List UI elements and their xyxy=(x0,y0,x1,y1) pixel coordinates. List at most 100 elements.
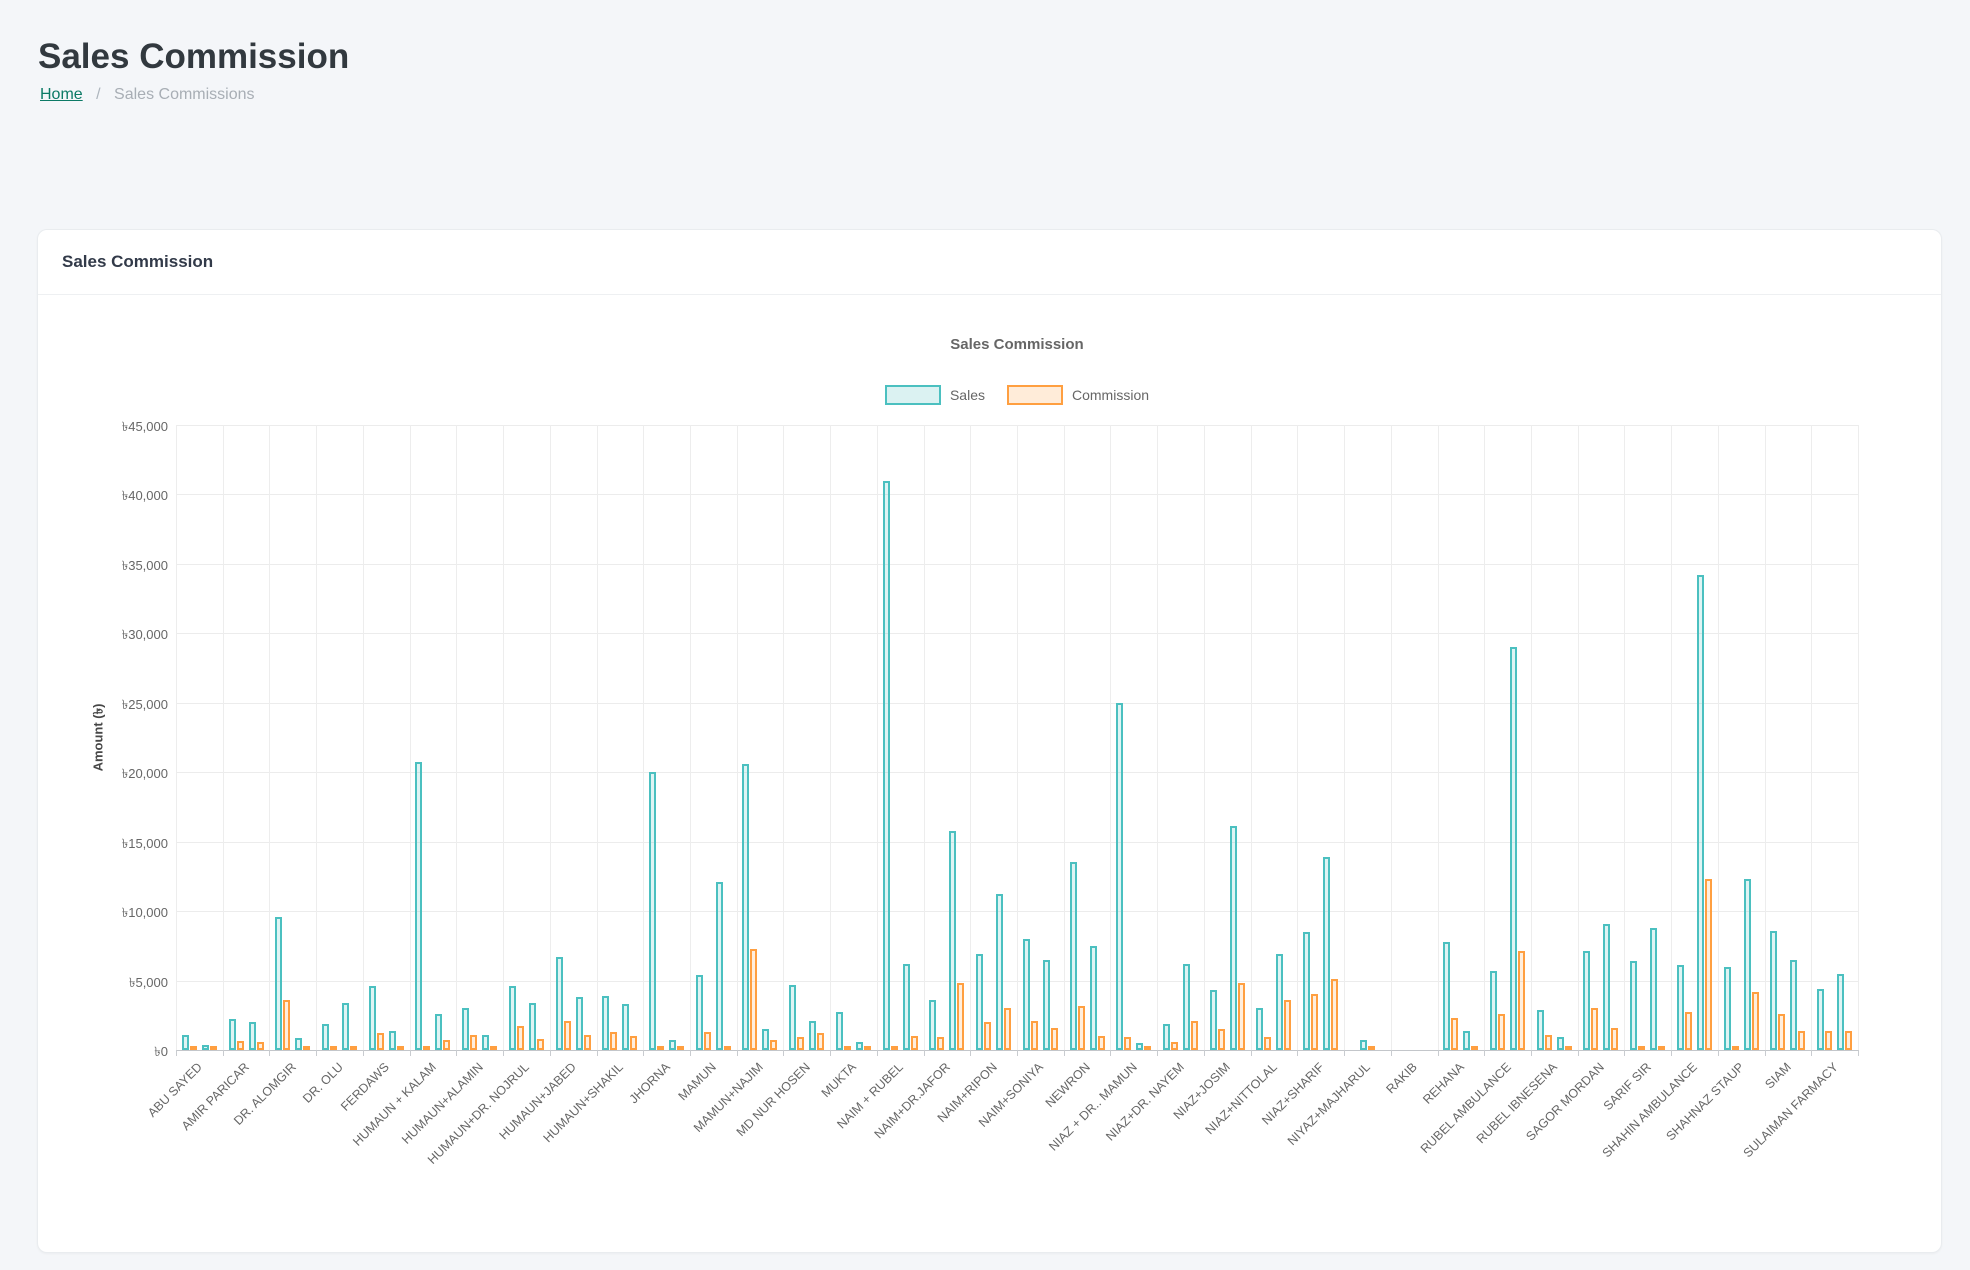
bar-sales[interactable] xyxy=(462,1008,469,1050)
bar-commission[interactable] xyxy=(537,1039,544,1050)
bar-sales[interactable] xyxy=(1276,954,1283,1050)
bar-sales[interactable] xyxy=(1210,990,1217,1050)
bar-commission[interactable] xyxy=(677,1046,684,1050)
legend-item-sales[interactable]: Sales xyxy=(885,385,985,405)
bar-commission[interactable] xyxy=(750,949,757,1050)
bar-commission[interactable] xyxy=(1798,1031,1805,1050)
bar-sales[interactable] xyxy=(649,772,656,1050)
bar-commission[interactable] xyxy=(864,1046,871,1050)
bar-sales[interactable] xyxy=(1837,974,1844,1050)
bar-commission[interactable] xyxy=(564,1021,571,1050)
bar-commission[interactable] xyxy=(330,1046,337,1050)
bar-commission[interactable] xyxy=(423,1046,430,1050)
bar-commission[interactable] xyxy=(817,1033,824,1050)
bar-sales[interactable] xyxy=(809,1021,816,1050)
bar-commission[interactable] xyxy=(770,1040,777,1050)
bar-sales[interactable] xyxy=(789,985,796,1050)
bar-sales[interactable] xyxy=(1630,961,1637,1050)
bar-commission[interactable] xyxy=(937,1037,944,1050)
bar-commission[interactable] xyxy=(257,1042,264,1050)
bar-sales[interactable] xyxy=(1023,939,1030,1050)
bar-sales[interactable] xyxy=(342,1003,349,1050)
bar-sales[interactable] xyxy=(1603,924,1610,1050)
bar-commission[interactable] xyxy=(1191,1021,1198,1050)
bar-commission[interactable] xyxy=(704,1032,711,1050)
bar-commission[interactable] xyxy=(517,1026,524,1050)
bar-commission[interactable] xyxy=(1311,994,1318,1050)
bar-sales[interactable] xyxy=(1744,879,1751,1050)
bar-sales[interactable] xyxy=(229,1019,236,1050)
bar-commission[interactable] xyxy=(1144,1046,1151,1050)
bar-sales[interactable] xyxy=(949,831,956,1050)
bar-sales[interactable] xyxy=(556,957,563,1050)
bar-commission[interactable] xyxy=(630,1036,637,1050)
bar-commission[interactable] xyxy=(957,983,964,1050)
bar-commission[interactable] xyxy=(1752,992,1759,1050)
bar-commission[interactable] xyxy=(891,1046,898,1050)
bar-sales[interactable] xyxy=(976,954,983,1050)
bar-sales[interactable] xyxy=(389,1031,396,1050)
bar-commission[interactable] xyxy=(397,1046,404,1050)
bar-sales[interactable] xyxy=(182,1035,189,1050)
bar-commission[interactable] xyxy=(1124,1037,1131,1050)
bar-sales[interactable] xyxy=(742,764,749,1050)
bar-sales[interactable] xyxy=(669,1040,676,1050)
bar-sales[interactable] xyxy=(1043,960,1050,1050)
bar-sales[interactable] xyxy=(275,917,282,1050)
bar-sales[interactable] xyxy=(576,997,583,1050)
bar-sales[interactable] xyxy=(1770,931,1777,1050)
bar-sales[interactable] xyxy=(622,1004,629,1050)
bar-sales[interactable] xyxy=(322,1024,329,1050)
bar-sales[interactable] xyxy=(1490,971,1497,1050)
bar-commission[interactable] xyxy=(1611,1028,1618,1050)
bar-commission[interactable] xyxy=(1031,1021,1038,1050)
bar-commission[interactable] xyxy=(984,1022,991,1050)
bar-commission[interactable] xyxy=(1498,1014,1505,1050)
bar-commission[interactable] xyxy=(1238,983,1245,1050)
bar-sales[interactable] xyxy=(716,882,723,1050)
bar-sales[interactable] xyxy=(509,986,516,1050)
bar-sales[interactable] xyxy=(482,1035,489,1050)
bar-sales[interactable] xyxy=(369,986,376,1050)
bar-sales[interactable] xyxy=(996,894,1003,1050)
bar-commission[interactable] xyxy=(443,1040,450,1050)
bar-commission[interactable] xyxy=(1565,1046,1572,1050)
bar-commission[interactable] xyxy=(724,1046,731,1050)
bar-sales[interactable] xyxy=(1136,1043,1143,1050)
bar-commission[interactable] xyxy=(911,1036,918,1050)
bar-sales[interactable] xyxy=(529,1003,536,1050)
bar-sales[interactable] xyxy=(1230,826,1237,1050)
bar-commission[interactable] xyxy=(350,1046,357,1050)
bar-commission[interactable] xyxy=(303,1046,310,1050)
bar-commission[interactable] xyxy=(490,1046,497,1050)
bar-commission[interactable] xyxy=(1638,1046,1645,1050)
bar-sales[interactable] xyxy=(249,1022,256,1050)
bar-commission[interactable] xyxy=(1451,1018,1458,1050)
bar-sales[interactable] xyxy=(903,964,910,1050)
bar-commission[interactable] xyxy=(1471,1046,1478,1050)
bar-sales[interactable] xyxy=(1677,965,1684,1050)
bar-sales[interactable] xyxy=(1323,857,1330,1050)
bar-commission[interactable] xyxy=(1845,1031,1852,1050)
bar-sales[interactable] xyxy=(929,1000,936,1050)
bar-sales[interactable] xyxy=(1463,1031,1470,1050)
bar-sales[interactable] xyxy=(1163,1024,1170,1050)
bar-commission[interactable] xyxy=(283,1000,290,1050)
bar-commission[interactable] xyxy=(1051,1028,1058,1050)
bar-commission[interactable] xyxy=(844,1046,851,1050)
bar-commission[interactable] xyxy=(1778,1014,1785,1050)
bar-sales[interactable] xyxy=(1303,932,1310,1050)
bar-sales[interactable] xyxy=(1360,1040,1367,1050)
bar-sales[interactable] xyxy=(415,762,422,1050)
bar-commission[interactable] xyxy=(1368,1046,1375,1050)
bar-commission[interactable] xyxy=(1078,1006,1085,1050)
bar-sales[interactable] xyxy=(1817,989,1824,1050)
bar-commission[interactable] xyxy=(1591,1008,1598,1050)
bar-sales[interactable] xyxy=(836,1012,843,1050)
bar-commission[interactable] xyxy=(237,1041,244,1050)
bar-sales[interactable] xyxy=(856,1042,863,1050)
bar-commission[interactable] xyxy=(1218,1029,1225,1050)
bar-sales[interactable] xyxy=(1116,703,1123,1050)
bar-sales[interactable] xyxy=(435,1014,442,1050)
bar-commission[interactable] xyxy=(1171,1042,1178,1050)
